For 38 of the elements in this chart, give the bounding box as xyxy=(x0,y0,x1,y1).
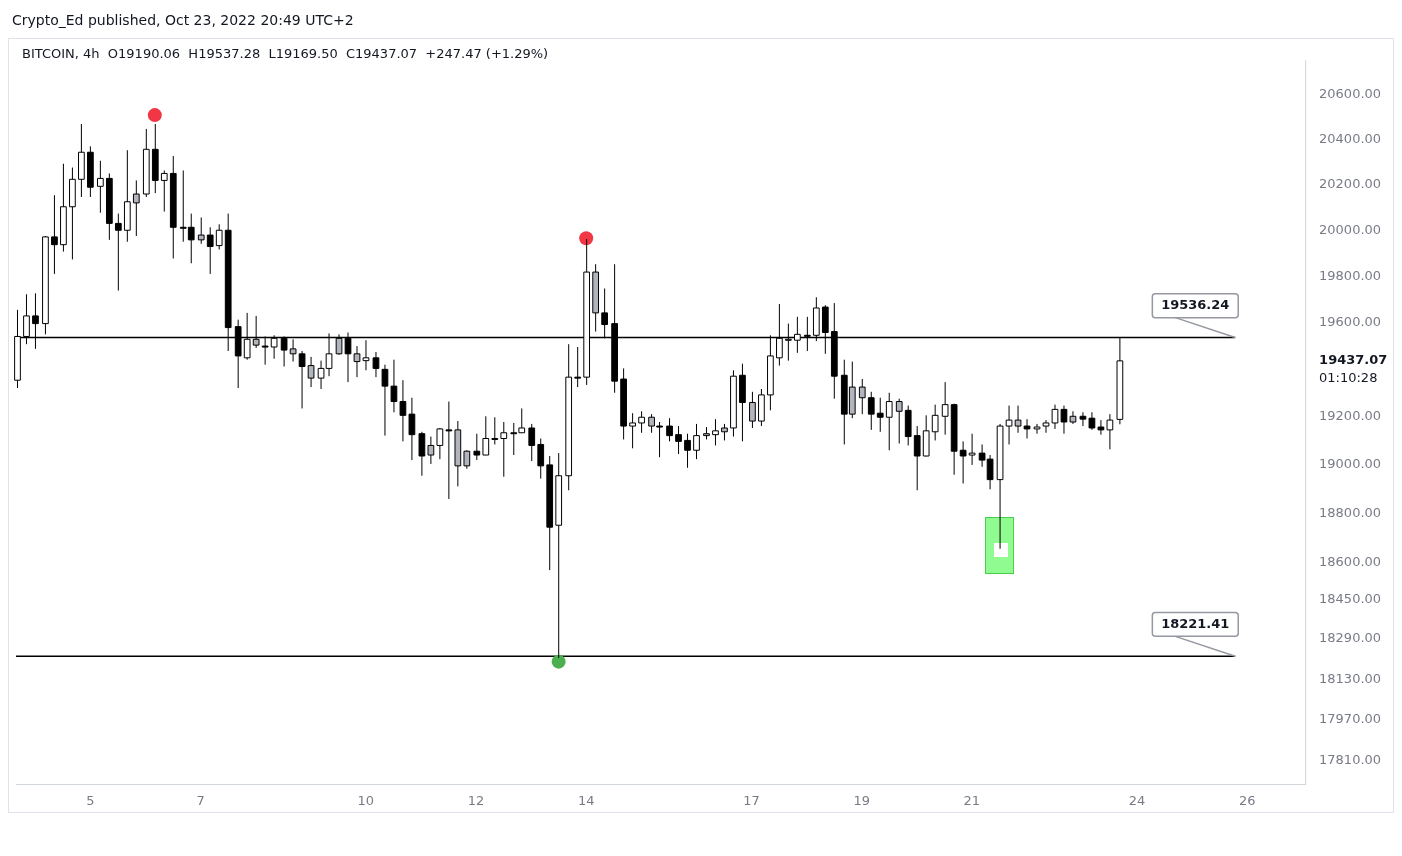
y-tick-label: 19200.00 xyxy=(1319,408,1382,424)
point xyxy=(551,654,566,669)
candlestick xyxy=(749,391,756,429)
y-tick-label: 18450.00 xyxy=(1319,590,1382,606)
candlestick xyxy=(693,423,700,460)
y-tick-label: 17810.00 xyxy=(1319,752,1382,768)
ref-line-label: 19536.24 xyxy=(1161,297,1230,313)
y-tick-label: 20000.00 xyxy=(1319,221,1382,237)
x-tick-label: 24 xyxy=(1128,792,1146,808)
y-tick-label: 20600.00 xyxy=(1319,86,1382,102)
y-tick-label: 20200.00 xyxy=(1319,176,1382,192)
x-tick-label: 14 xyxy=(577,792,595,808)
point xyxy=(147,108,162,123)
chart-subtitle: BITCOIN, 4h O19190.06 H19537.28 L19169.50 C19437.07 +247.47 (+1.29%) xyxy=(22,46,549,61)
y-tick-label: 20400.00 xyxy=(1319,131,1382,147)
x-tick-label: 7 xyxy=(196,792,205,808)
x-tick-label: 12 xyxy=(467,792,485,808)
candlestick xyxy=(629,412,636,449)
y-tick-label: 18290.00 xyxy=(1319,630,1382,646)
x-tick-label: 17 xyxy=(743,792,760,808)
x-tick-label: 19 xyxy=(853,792,870,808)
x-tick-label: 10 xyxy=(357,792,375,808)
candlestick xyxy=(675,425,682,455)
y-tick-label: 18600.00 xyxy=(1319,553,1382,569)
text: 19437.07 xyxy=(1319,352,1388,368)
y-tick-label: 19000.00 xyxy=(1319,456,1382,472)
x-tick-label: 26 xyxy=(1239,792,1256,808)
point xyxy=(579,231,594,246)
ref-line-label: 18221.41 xyxy=(1161,615,1230,631)
y-tick-label: 18130.00 xyxy=(1319,670,1382,686)
y-tick-label: 19800.00 xyxy=(1319,267,1382,283)
x-tick-label: 21 xyxy=(963,792,981,808)
y-tick-label: 17970.00 xyxy=(1319,711,1382,727)
text: 01:10:28 xyxy=(1319,370,1378,386)
chart-title: Crypto_Ed published, Oct 23, 2022 20:49 UTC+2 xyxy=(11,11,355,30)
y-tick-label: 19600.00 xyxy=(1319,314,1382,330)
x-tick-label: 5 xyxy=(86,792,95,808)
y-tick-label: 18800.00 xyxy=(1319,504,1382,520)
